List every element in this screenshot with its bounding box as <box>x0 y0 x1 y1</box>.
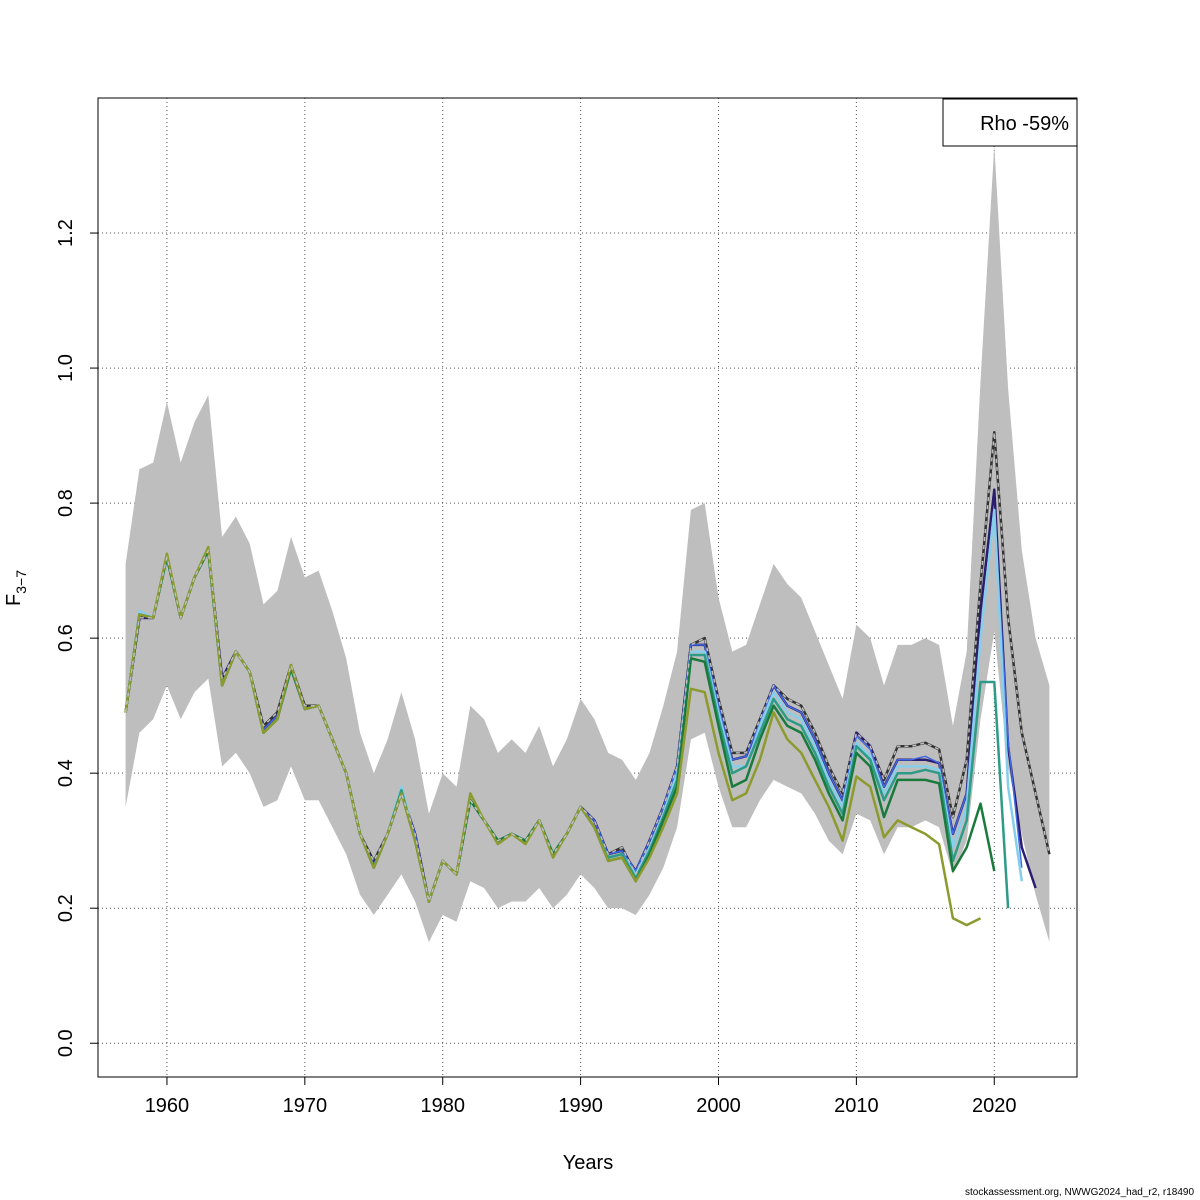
y-tick-label: 0.8 <box>55 489 77 517</box>
y-axis-title: F3−7 <box>3 570 29 606</box>
axes: 1960 1970 1980 1990 2000 2010 2020 0.0 0.2 0.4 0.6… <box>55 97 1078 1117</box>
plot-frame <box>97 97 1078 1078</box>
legend-box <box>942 98 1078 147</box>
y-tick-label: 0.0 <box>55 1029 77 1057</box>
series-line-8 <box>124 431 1051 903</box>
x-axis-title: Years <box>563 1152 613 1174</box>
svg-text:F3−7: F3−7 <box>3 570 29 606</box>
x-tick-label: 1980 <box>420 1095 465 1117</box>
legend: Rho -59% <box>942 98 1078 147</box>
y-tick-label: 1.0 <box>55 354 77 382</box>
x-tick-label: 2000 <box>696 1095 741 1117</box>
series-layer <box>124 430 1051 927</box>
y-tick-label: 0.2 <box>55 894 77 922</box>
x-tick-label: 2010 <box>834 1095 879 1117</box>
x-tick-label: 1960 <box>145 1095 190 1117</box>
x-tick-label: 1970 <box>283 1095 328 1117</box>
series-line-7 <box>124 545 982 927</box>
y-axis-title-sub: 3−7 <box>13 570 29 594</box>
y-axis-title-main: F <box>3 594 25 606</box>
x-tick-label: 2020 <box>972 1095 1017 1117</box>
y-tick-label: 0.6 <box>55 624 77 652</box>
y-tick-label: 0.4 <box>55 759 77 787</box>
x-tick-label: 1990 <box>558 1095 603 1117</box>
y-tick-label: 1.2 <box>55 219 77 247</box>
confidence-band <box>125 145 1050 943</box>
source-credit: stockassessment.org, NWWG2024_had_r2, r1… <box>965 1187 1194 1198</box>
confidence-band-layer <box>125 145 1050 943</box>
legend-rho-text: Rho -59% <box>980 113 1069 135</box>
